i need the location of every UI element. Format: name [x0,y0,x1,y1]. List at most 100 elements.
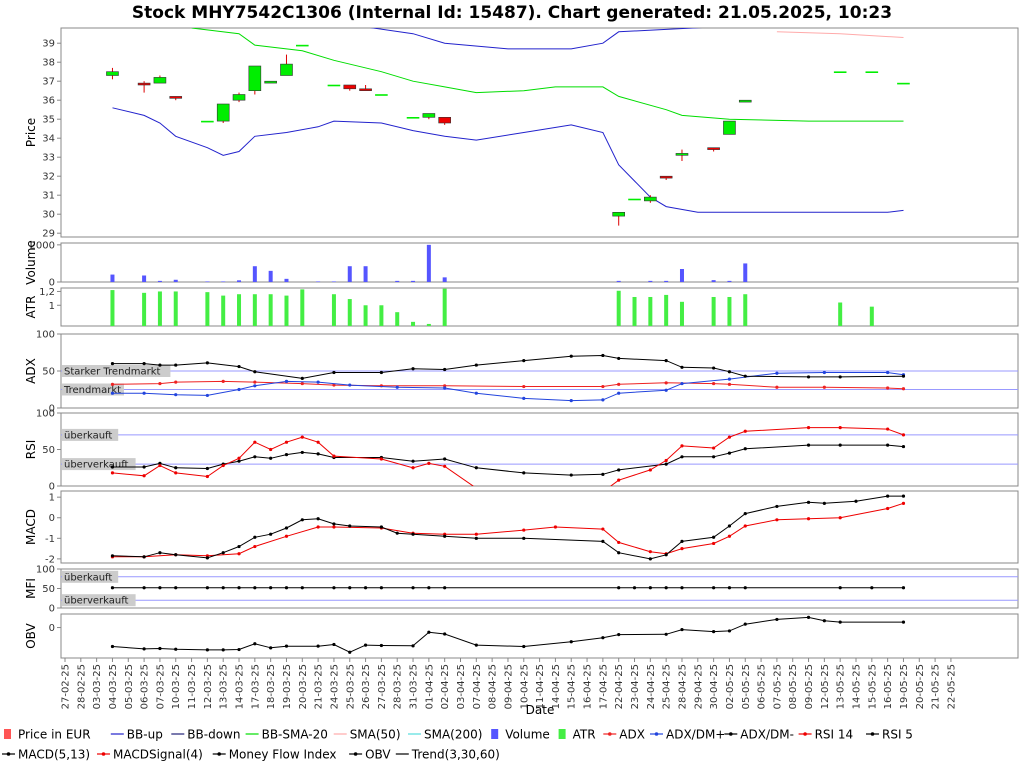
candle [248,65,262,92]
mfi-line-point [363,586,368,590]
rsi14-line-point [617,468,621,472]
price-panel: 29 30 31 32 33 34 35 36 37 38 39 Price [24,27,1019,240]
volume-bar [142,275,147,282]
rsi14-line-point [237,459,241,463]
adx-tick-label: 50 [42,367,55,378]
atr-bar [173,291,178,326]
sma50-line [776,31,904,38]
obv-line-point [806,615,811,619]
obv-y-axis-label: OBV [24,622,38,648]
rsi14-line-point [727,451,732,455]
macd-line-point [205,556,209,560]
price-tick-label: 39 [42,39,55,50]
volume-plot-area [60,242,1019,283]
volume-bar [664,280,669,282]
date-tick-label: 11-03-25 [187,664,198,709]
obv-line-point [838,620,842,624]
dm-minus-line-point [522,359,526,363]
candle [897,82,910,85]
dm-plus-line-point [237,387,241,392]
atr-bar [284,295,289,326]
adx-line-point [901,387,906,391]
rsi14-line-point [316,452,320,456]
rsi5-line-point [901,433,906,437]
legend-label-rsi-14: RSI 14 [815,728,854,742]
rsi5-line-point [284,440,289,444]
legend-swatch-price-in-eur [4,729,11,739]
bb-sma20-line [191,28,904,122]
adx-line-point [617,382,621,386]
candle [106,71,119,76]
volume-bar [347,266,352,282]
legend-label-macd-5-13: MACD(5,13) [18,748,90,762]
legend-marker-rsi-5 [870,732,875,736]
mfi-line-point [142,586,146,590]
rsi14-line-point [284,453,289,457]
legend-label-adx-dm: ADX/DM- [740,728,794,742]
price-tick-label: 37 [42,77,55,88]
rsi-plot-area [60,412,1019,487]
mfi-line-point [427,586,431,590]
obv-line-point [348,650,352,654]
dm-minus-line-point [110,362,115,366]
mfi-line-point [205,586,209,590]
macd-line-point [110,554,115,558]
dm-plus-line-point [174,393,178,397]
legend-label-volume: Volume [505,728,550,742]
macd-line-point [158,551,162,555]
price-series-group [106,28,910,226]
rsi5-line-point [617,478,621,482]
rsi14-line-point [158,461,162,465]
macd-signal-line-point [806,517,811,521]
rsi5-line-point [379,457,383,461]
dm-minus-line-point [379,370,383,375]
date-tick-label: 27-02-25 [61,664,72,709]
x-axis-label: Date [526,703,555,717]
date-tick-label: 21-05-25 [931,664,942,709]
rsi5-line-point [475,487,478,490]
volume-bar [316,281,321,282]
volume-bar [426,244,431,282]
atr-tick-label: 1,2 [39,287,55,298]
date-tick-label: 08-05-25 [788,664,799,709]
legend-label-macdsignal-4: MACDSignal(4) [113,748,203,762]
candle [659,175,673,179]
mfi-line-point [158,586,162,590]
date-tick-label: 28-02-25 [76,664,87,709]
date-tick-label: 28-04-25 [677,664,688,709]
macd-line-point [174,553,178,557]
obv-tick-label: 0 [49,623,55,634]
obv-line-point [727,629,732,633]
macd-line-point [727,524,732,528]
macd-line [112,495,904,560]
mfi-series-group: überkauft überverkauft [61,570,1018,607]
volume-bar [237,280,242,282]
date-tick-label: 11-04-25 [535,664,546,709]
volume-bar [395,280,400,282]
adx-line-point [601,384,605,389]
date-tick-label: 05-05-25 [741,664,752,709]
obv-line-point [474,643,478,647]
rsi5-line-point [110,471,115,475]
date-tick-label: 07-03-25 [155,664,166,709]
date-tick-label: 20-05-25 [915,664,926,709]
obv-line-point [427,630,431,634]
adx-panel: Starker Trendmarkt Trendmarkt 0 50 100 ADX [24,330,1019,415]
mfi-line-point [284,586,289,590]
dm-plus-line-point [775,371,779,375]
rsi14-line-point [522,471,526,475]
volume-bar [616,280,621,282]
obv-line-point [363,643,368,647]
dm-plus-line-point [569,399,573,403]
legend-swatch-volume [491,729,499,739]
mfi-line-point [838,586,842,590]
atr-bar [442,288,447,326]
dm-minus-line-point [901,374,906,378]
obv-line-point [142,647,146,651]
candle [327,84,341,87]
rsi14-line-point [743,447,747,451]
rsi14-line-point [569,473,573,477]
mfi-reference-label: überverkauft [64,596,129,607]
atr-series-group [110,288,874,326]
